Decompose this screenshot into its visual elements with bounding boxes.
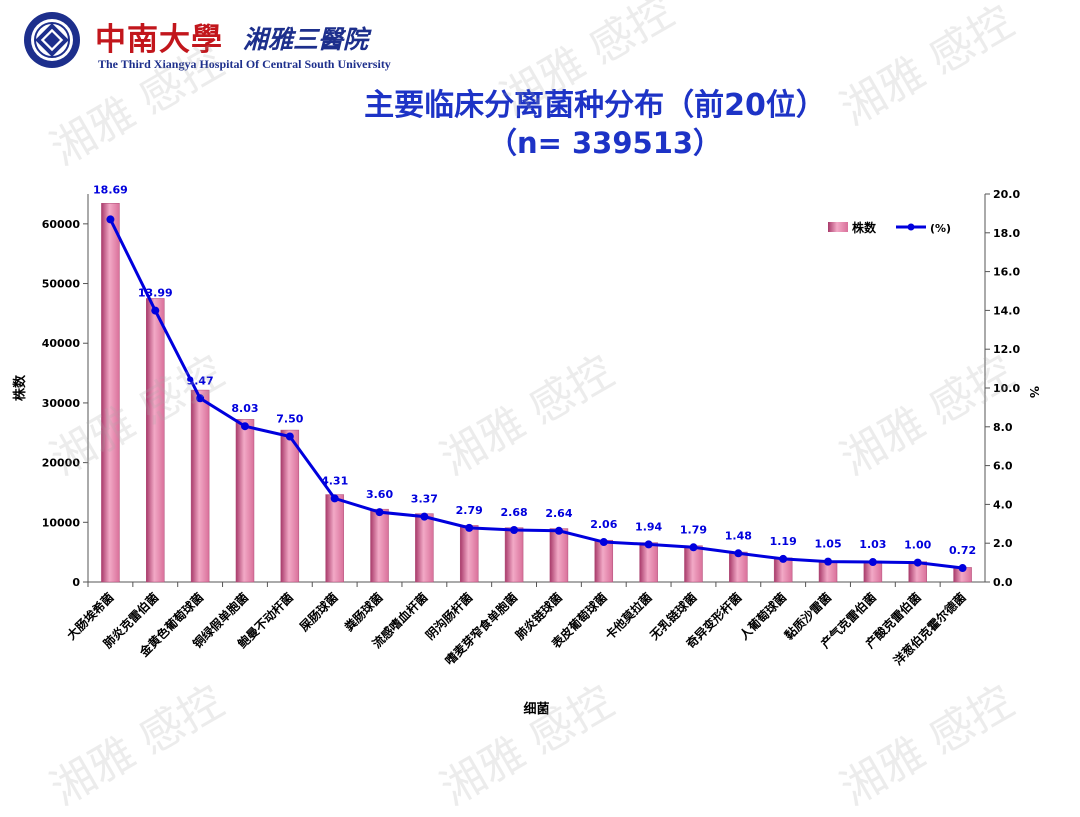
x-tick-label: 卡他莫拉菌 [602,590,655,643]
chart-title: 主要临床分离菌种分布（前20位） [364,88,826,123]
percent-data-label: 0.72 [949,544,976,557]
x-tick-label: 屎肠球菌 [296,590,341,635]
bar [370,508,389,583]
y2-tick-label: 16.0 [993,266,1020,279]
bar [415,513,434,583]
chart-subtitle: （n= 339513） [487,126,723,160]
y-tick-label: 40000 [42,337,81,350]
percent-data-label: 3.37 [411,493,438,506]
y-tick-label: 0 [72,576,80,589]
hospital-name-cn-secondary: 湘雅三醫院 [243,25,369,54]
percent-point [330,494,339,503]
hospital-name-cn: 中南大學 [95,22,223,58]
bar [146,298,165,583]
bar [594,539,614,583]
percent-data-label: 9.47 [187,374,214,387]
percent-data-label: 13.99 [138,287,173,300]
y2-tick-label: 6.0 [993,460,1013,473]
percent-point [913,558,922,567]
legend-bar-label: 株数 [852,220,877,235]
percent-point [240,422,249,431]
percent-point [824,557,833,566]
percent-point [868,558,877,567]
y-tick-label: 60000 [42,218,81,231]
y2-tick-label: 14.0 [993,304,1020,317]
percent-series-line [109,218,963,570]
percent-point [510,526,519,535]
bar [190,389,210,583]
y2-tick-label: 2.0 [993,537,1013,550]
bar [459,525,479,583]
percent-point [958,564,967,573]
bacteria-distribution-chart: 0 10000 20000 30000 40000 50000 60000 0.0 2.0 4.0… [12,183,1041,717]
percent-data-label: 1.03 [859,538,886,551]
percent-data-label: 18.69 [93,183,128,196]
percent-data-label: 1.05 [814,538,841,551]
percent-point [599,538,608,547]
bar [549,528,569,583]
x-tick-label: 人葡萄球菌 [736,590,789,643]
percent-data-label: 7.50 [276,413,303,426]
percent-point [151,306,160,315]
hospital-name-en: The Third Xiangya Hospital Of Central So… [98,57,391,71]
y2-tick-label: 12.0 [993,343,1020,356]
bar [101,203,120,583]
percent-data-label: 1.00 [904,539,931,552]
bar [235,419,255,583]
percent-data-label: 1.94 [635,520,662,533]
y-tick-label: 30000 [42,397,81,410]
percent-point [689,543,698,552]
hospital-logo-icon [24,12,80,68]
percent-data-label: 2.06 [590,518,617,531]
legend-bar-swatch [828,222,848,232]
percent-point [420,512,429,521]
legend-line-label: (%) [930,222,951,235]
y2-tick-label: 4.0 [993,498,1013,511]
percent-data-label: 1.79 [680,523,707,536]
percent-data-label: 1.19 [770,535,797,548]
y2-tick-label: 18.0 [993,227,1020,240]
percent-data-label: 4.31 [321,474,348,487]
percent-data-label: 3.60 [366,488,393,501]
y-tick-label: 50000 [42,278,81,291]
y-tick-label: 10000 [42,516,81,529]
y2-axis-title: % [1027,386,1041,398]
bar [280,429,300,583]
bar [504,527,524,583]
percent-point [734,549,743,558]
x-tick-label: 粪肠球菌 [341,590,386,635]
percent-point [554,526,563,535]
percent-data-label: 1.48 [725,529,752,542]
bar [325,494,344,583]
percent-data-label: 2.64 [545,507,572,520]
y2-tick-label: 8.0 [993,421,1013,434]
y2-tick-label: 0.0 [993,576,1013,589]
y2-tick-label: 10.0 [993,382,1020,395]
percent-point [375,508,384,517]
percent-data-label: 2.79 [456,504,483,517]
percent-data-label: 2.68 [501,506,528,519]
percent-point [465,523,474,532]
x-axis-title: 细菌 [523,701,549,717]
y2-tick-label: 20.0 [993,188,1020,201]
y-axis-title: 株数 [12,374,28,401]
percent-data-label: 8.03 [231,402,258,415]
legend-line-marker [907,223,915,231]
percent-point [285,432,294,441]
percent-point [644,540,653,549]
percent-point [779,554,788,563]
percent-point [106,215,115,224]
bar [639,542,658,583]
percent-point [196,394,205,403]
y-tick-label: 20000 [42,457,81,470]
